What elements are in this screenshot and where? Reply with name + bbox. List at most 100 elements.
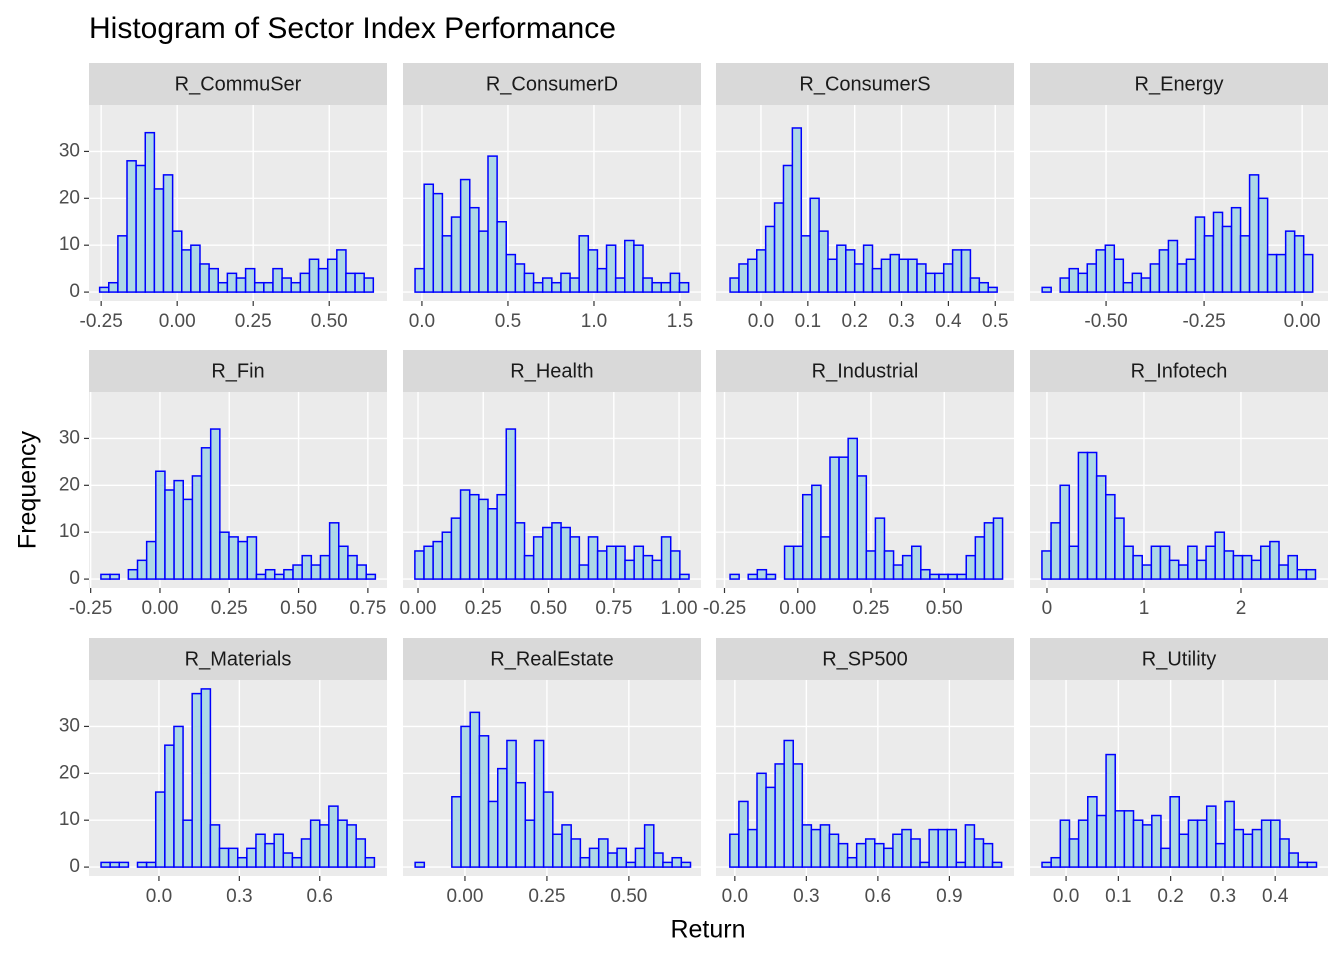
- histogram-bar: [218, 847, 230, 868]
- histogram-bar: [478, 230, 489, 293]
- x-tick-label: 0.2: [1157, 886, 1183, 907]
- histogram-bar: [925, 272, 936, 293]
- histogram-bar: [200, 447, 212, 580]
- histogram-bar: [596, 550, 608, 580]
- histogram-bar: [532, 281, 544, 293]
- histogram-bar: [1275, 253, 1287, 293]
- x-tick-label: 0.6: [307, 886, 333, 907]
- histogram-bar: [1095, 475, 1107, 580]
- histogram-bar: [309, 819, 321, 868]
- histogram-bar: [1087, 796, 1098, 868]
- x-tick-label: -0.25: [69, 598, 112, 619]
- histogram-bar: [929, 573, 940, 580]
- histogram-bar: [569, 277, 580, 293]
- x-tick-label: 0.50: [530, 598, 567, 619]
- histogram-bar: [837, 842, 849, 868]
- histogram-bar: [523, 272, 535, 293]
- x-tick-label: 1.0: [581, 311, 607, 332]
- histogram-bar: [792, 545, 804, 580]
- histogram-bar: [756, 249, 767, 293]
- x-tick-label: 0.00: [400, 598, 437, 619]
- histogram-bar: [1123, 545, 1134, 580]
- strip-label: R_Infotech: [1131, 360, 1228, 382]
- x-tick-label: 0.6: [865, 886, 891, 907]
- histogram-bar: [1095, 249, 1107, 293]
- y-tick-label: 20: [59, 474, 80, 495]
- histogram-bar: [669, 272, 681, 293]
- histogram-bar: [1068, 267, 1079, 293]
- histogram-bar: [765, 786, 776, 868]
- histogram-bar: [1059, 819, 1071, 868]
- histogram-bar: [588, 847, 600, 868]
- histogram-bar: [542, 526, 553, 580]
- histogram-bar: [1086, 263, 1098, 293]
- histogram-bar: [783, 739, 794, 868]
- histogram-bar: [1205, 805, 1217, 868]
- histogram-bar: [1132, 819, 1144, 868]
- histogram-bar: [1232, 554, 1244, 580]
- histogram-bar: [450, 517, 462, 580]
- histogram-bar: [818, 230, 829, 293]
- histogram-bar: [514, 522, 526, 580]
- histogram-bar: [135, 164, 147, 293]
- histogram-bar: [1250, 559, 1262, 580]
- histogram-bar: [828, 833, 840, 868]
- histogram-bar: [747, 258, 758, 293]
- histogram-bar: [738, 800, 749, 868]
- histogram-bar: [1114, 810, 1126, 868]
- histogram-bar: [326, 258, 338, 293]
- histogram-bar: [846, 856, 858, 868]
- histogram-bar: [662, 861, 673, 868]
- histogram-bar: [1158, 249, 1170, 293]
- histogram-bar: [782, 164, 794, 293]
- histogram-bar: [1169, 796, 1181, 868]
- histogram-bar: [1041, 861, 1052, 868]
- histogram-bar: [346, 824, 357, 868]
- histogram-bar: [1123, 810, 1135, 868]
- histogram-bar: [838, 456, 849, 580]
- histogram-bar: [1077, 272, 1088, 293]
- histogram-bar: [164, 489, 175, 580]
- histogram-bar: [747, 573, 759, 580]
- histogram-bar: [263, 281, 274, 293]
- histogram-bar: [227, 847, 239, 868]
- histogram-bar: [1288, 852, 1299, 868]
- histogram-bar: [1150, 545, 1162, 580]
- histogram-bar: [898, 258, 909, 293]
- histogram-bar: [874, 842, 885, 868]
- histogram-bar: [272, 267, 283, 293]
- x-tick-label: -0.25: [80, 311, 123, 332]
- histogram-bar: [1260, 545, 1271, 580]
- y-tick-label: 10: [59, 809, 80, 830]
- histogram-bar: [281, 277, 292, 293]
- histogram-bar: [729, 833, 740, 868]
- histogram-bar: [811, 484, 822, 580]
- histogram-bar: [118, 861, 130, 868]
- histogram-bar: [1151, 814, 1162, 868]
- histogram-bar: [820, 536, 831, 580]
- histogram-bar: [1178, 833, 1190, 868]
- histogram-bar: [1239, 235, 1251, 293]
- strip-label: R_ConsumerS: [799, 73, 930, 95]
- histogram-bar: [1131, 272, 1143, 293]
- histogram-bar: [578, 564, 590, 580]
- histogram-bar: [1149, 263, 1161, 293]
- strip-label: R_RealEstate: [490, 648, 613, 670]
- histogram-bar: [1241, 554, 1253, 580]
- histogram-bar: [1096, 814, 1107, 868]
- histogram-bar: [569, 536, 581, 580]
- histogram-bar: [1059, 277, 1070, 293]
- x-tick-label: 0.0: [1053, 886, 1079, 907]
- histogram-bar: [597, 838, 609, 868]
- histogram-bar: [318, 824, 330, 868]
- histogram-bar: [1260, 819, 1272, 868]
- histogram-bar: [451, 796, 462, 868]
- histogram-bar: [653, 852, 664, 868]
- histogram-bar: [964, 824, 976, 868]
- histogram-bar: [974, 536, 986, 580]
- histogram-bar: [642, 277, 653, 293]
- histogram-bar: [956, 573, 967, 580]
- histogram-bar: [651, 559, 663, 580]
- x-tick-label: 0.25: [465, 598, 502, 619]
- histogram-bar: [907, 258, 918, 293]
